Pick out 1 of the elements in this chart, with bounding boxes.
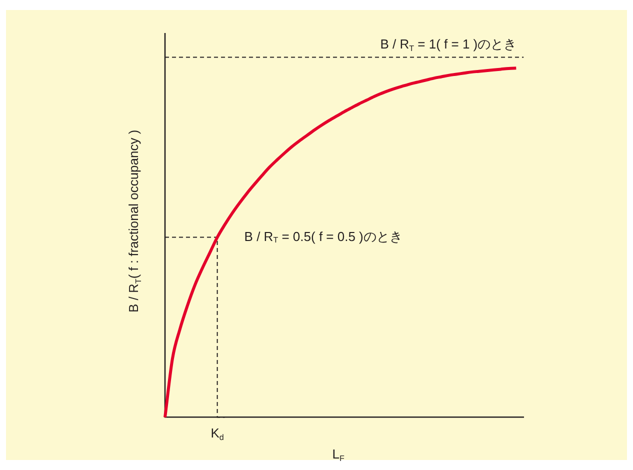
y-axis-title: B / RT( f : fractional occupancy ) — [126, 130, 143, 312]
